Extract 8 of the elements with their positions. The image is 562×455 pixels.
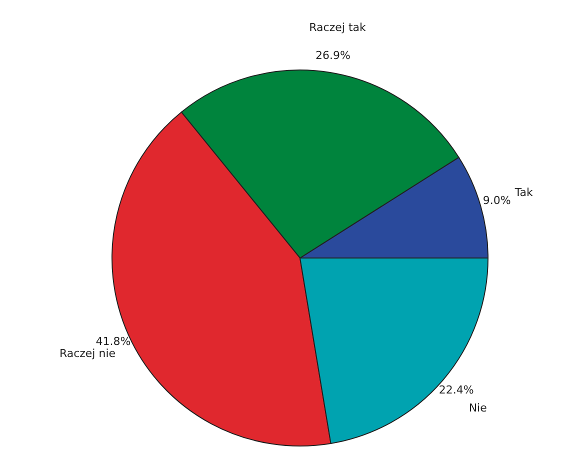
slice-label: Nie <box>468 402 488 415</box>
slice-label: Raczej nie <box>59 346 116 360</box>
data-label: 9.0% <box>482 194 511 207</box>
slice-label: Raczej tak <box>309 20 366 34</box>
data-label: 26.9% <box>316 48 350 62</box>
data-label: 41.8% <box>96 335 131 348</box>
slice-label: Tak <box>514 186 534 200</box>
data-label: 22.4% <box>438 383 474 396</box>
